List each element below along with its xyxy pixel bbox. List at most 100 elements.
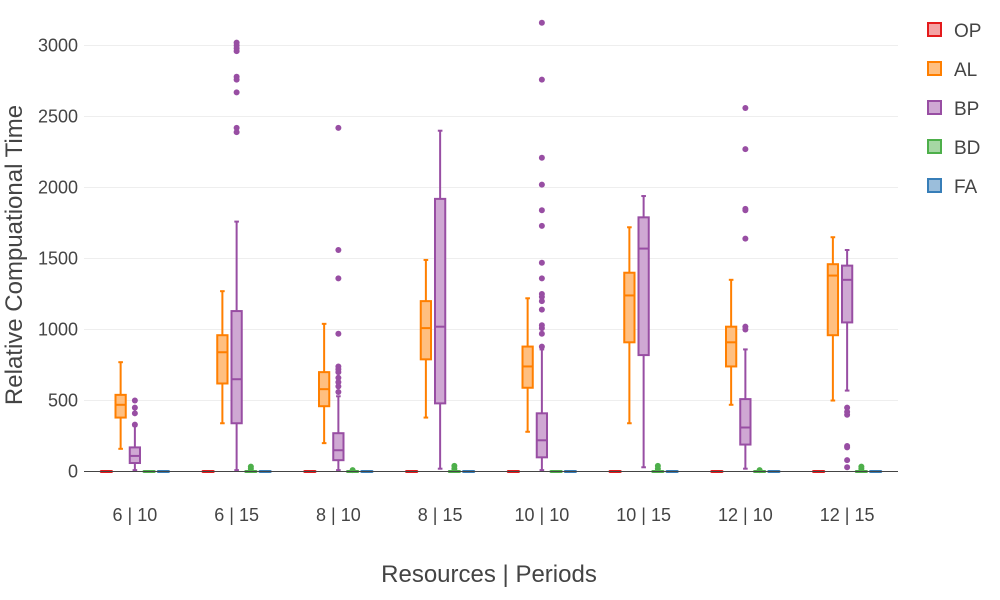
box-iqr (637, 216, 650, 357)
outlier-point (742, 235, 749, 242)
outlier-point (131, 404, 138, 411)
outlier-point (233, 76, 240, 83)
box-bp (230, 39, 243, 472)
box-bp (128, 397, 142, 472)
y-tick-label: 500 (48, 391, 78, 411)
y-tick-label: 3000 (38, 36, 78, 56)
series-bp (128, 19, 854, 472)
box-iqr (535, 412, 549, 459)
outlier-point (233, 39, 240, 46)
series-al (114, 226, 840, 450)
outlier-point (335, 363, 342, 370)
outlier-point (538, 207, 545, 214)
box-iqr (114, 393, 127, 419)
outlier-point (538, 181, 545, 188)
legend-swatch (927, 61, 942, 76)
box-bd (651, 462, 665, 474)
outlier-point (451, 462, 458, 469)
legend-swatch (927, 22, 942, 37)
outlier-point (844, 408, 851, 415)
y-axis-title: Relative Compuational Time (1, 105, 28, 405)
y-axis-ticks: 0 500 1000 1500 2000 2500 3000 (38, 36, 78, 482)
legend-label: BD (954, 138, 980, 159)
legend-item-fa[interactable]: FA (927, 177, 978, 198)
legend[interactable]: OP AL BP BD FA (927, 21, 981, 198)
outlier-point (538, 275, 545, 282)
x-tick-label: 12 | 10 (718, 505, 773, 525)
box-iqr (725, 325, 738, 368)
box-al (114, 361, 127, 450)
x-tick-label: 10 | 15 (616, 505, 671, 525)
outlier-point (742, 104, 749, 111)
box-al (216, 290, 229, 425)
y-tick-label: 0 (68, 462, 78, 482)
x-tick-label: 6 | 15 (214, 505, 259, 525)
box-iqr (419, 300, 433, 361)
box-iqr (433, 197, 447, 405)
x-tick-label: 8 | 15 (418, 505, 463, 525)
outlier-point (844, 404, 851, 411)
outlier-point (844, 464, 851, 471)
box-al (623, 226, 636, 425)
outlier-point (538, 298, 545, 305)
outlier-point (335, 383, 342, 390)
outlier-point (335, 330, 342, 337)
outlier-point (538, 154, 545, 161)
outlier-point (538, 322, 545, 329)
outlier-point (742, 146, 749, 153)
box-bp (535, 19, 549, 472)
legend-item-bp[interactable]: BP (927, 99, 979, 120)
outlier-point (538, 19, 545, 26)
outlier-point (335, 374, 342, 381)
legend-swatch (927, 139, 942, 154)
box-bd (447, 462, 461, 474)
legend-item-bd[interactable]: BD (927, 138, 980, 159)
outlier-point (335, 275, 342, 282)
outlier-point (335, 124, 342, 131)
outlier-point (538, 330, 545, 337)
outlier-point (233, 124, 240, 131)
outlier-point (335, 389, 342, 396)
outlier-point (538, 343, 545, 350)
y-tick-label: 2000 (38, 178, 78, 198)
box-al (318, 322, 331, 445)
outlier-point (247, 463, 254, 470)
legend-swatch (927, 178, 942, 193)
x-tick-label: 8 | 10 (316, 505, 361, 525)
box-bp (433, 129, 447, 470)
legend-label: AL (954, 60, 977, 81)
legend-label: OP (954, 21, 981, 42)
y-tick-label: 2500 (38, 107, 78, 127)
legend-swatch (927, 100, 942, 115)
outlier-point (654, 462, 661, 469)
box-al (725, 278, 738, 406)
legend-item-al[interactable]: AL (927, 60, 977, 81)
box-iqr (840, 264, 854, 324)
box-bd (244, 463, 258, 474)
outlier-point (538, 291, 545, 298)
legend-item-op[interactable]: OP (927, 21, 981, 42)
box-bd (345, 467, 360, 474)
outlier-point (131, 410, 138, 417)
box-iqr (216, 334, 229, 385)
outlier-point (742, 205, 749, 212)
outlier-point (538, 76, 545, 83)
box-bp (332, 124, 345, 472)
y-tick-label: 1000 (38, 320, 78, 340)
outlier-point (233, 129, 240, 136)
outlier-point (131, 421, 138, 428)
gridlines (84, 45, 898, 402)
outlier-point (335, 379, 342, 386)
outlier-point (742, 323, 749, 330)
box-bd (752, 467, 767, 474)
box-bd (854, 463, 868, 474)
box-bp (840, 249, 854, 471)
outlier-point (335, 247, 342, 253)
outlier-point (756, 467, 763, 474)
box-iqr (826, 263, 840, 337)
x-tick-label: 10 | 10 (515, 505, 570, 525)
outlier-point (844, 442, 851, 449)
legend-label: BP (954, 99, 979, 120)
box-iqr (230, 310, 243, 425)
